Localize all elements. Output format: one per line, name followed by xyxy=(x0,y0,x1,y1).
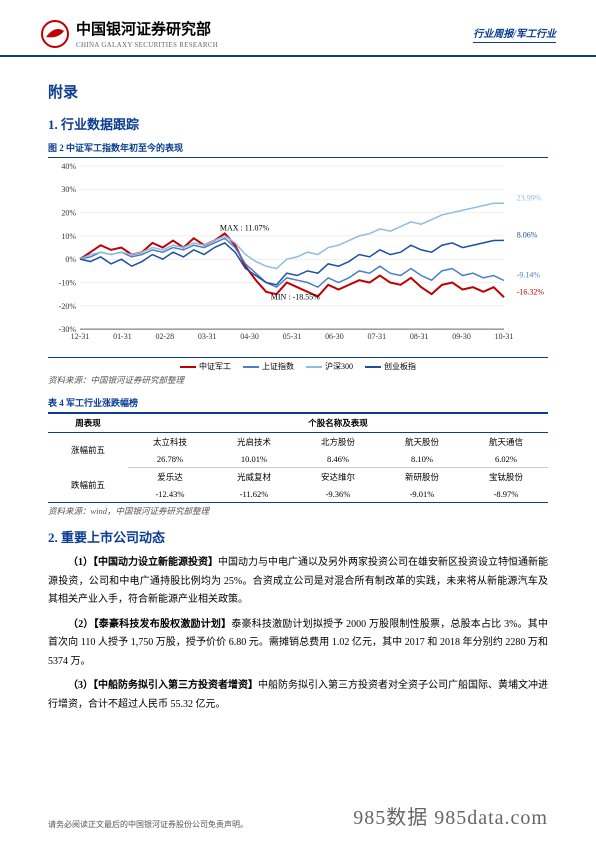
stock-change: -9.36% xyxy=(296,486,380,503)
stock-change: 6.02% xyxy=(464,451,548,468)
page-header: 中国银河证券研究部 CHINA GALAXY SECURITIES RESEAR… xyxy=(0,0,596,57)
gainers-losers-table: 周表现 个股名称及表现 涨幅前五太立科技光启技术北方股份航天股份航天通信26.7… xyxy=(48,413,548,503)
stock-name: 宝钛股份 xyxy=(464,468,548,487)
svg-text:23.99%: 23.99% xyxy=(517,193,542,202)
svg-text:8.06%: 8.06% xyxy=(517,230,538,239)
stock-change: -11.62% xyxy=(212,486,296,503)
page-footer: 请务必阅读正文最后的中国银河证券股份公司免责声明。 985数据 985data.… xyxy=(48,801,548,830)
svg-text:04-30: 04-30 xyxy=(240,332,259,341)
legend-item: 中证军工 xyxy=(180,361,231,372)
table4-source: 资料来源：wind，中国银河证券研究部整理 xyxy=(48,505,548,517)
appendix-title: 附录 xyxy=(48,81,548,102)
svg-text:09-30: 09-30 xyxy=(452,332,471,341)
svg-text:30%: 30% xyxy=(61,185,76,194)
stock-name: 太立科技 xyxy=(128,433,212,452)
header-category: 行业周报/军工行业 xyxy=(473,25,556,43)
stock-name: 航天通信 xyxy=(464,433,548,452)
stock-name: 光启技术 xyxy=(212,433,296,452)
figure2-source: 资料来源：中国银河证券研究部整理 xyxy=(48,374,548,386)
stock-change: 26.78% xyxy=(128,451,212,468)
legend-item: 沪深300 xyxy=(306,361,353,372)
logo-text-cn: 中国银河证券研究部 xyxy=(76,18,218,39)
stock-name: 新研股份 xyxy=(380,468,464,487)
svg-text:06-30: 06-30 xyxy=(325,332,344,341)
table-row: 跌幅前五爱乐达光威复材安达维尔新研股份宝钛股份 xyxy=(48,468,548,487)
stock-change: 8.46% xyxy=(296,451,380,468)
disclaimer: 请务必阅读正文最后的中国银河证券股份公司免责声明。 xyxy=(48,819,248,830)
svg-text:-20%: -20% xyxy=(59,302,77,311)
logo-text-en: CHINA GALAXY SECURITIES RESEARCH xyxy=(76,41,218,49)
stock-name: 爱乐达 xyxy=(128,468,212,487)
svg-text:01-31: 01-31 xyxy=(113,332,132,341)
th-stocks: 个股名称及表现 xyxy=(128,414,548,433)
svg-text:0%: 0% xyxy=(65,255,76,264)
stock-name: 北方股份 xyxy=(296,433,380,452)
stock-change: 8.10% xyxy=(380,451,464,468)
galaxy-logo-icon xyxy=(40,19,70,49)
table4-title: 表 4 军工行业涨跌幅榜 xyxy=(48,396,548,413)
logo: 中国银河证券研究部 CHINA GALAXY SECURITIES RESEAR… xyxy=(40,18,218,49)
row-category: 跌幅前五 xyxy=(48,468,128,503)
figure2-title: 图 2 中证军工指数年初至今的表现 xyxy=(48,141,548,158)
stock-name: 光威复材 xyxy=(212,468,296,487)
table-row: 涨幅前五太立科技光启技术北方股份航天股份航天通信 xyxy=(48,433,548,452)
svg-text:MIN : -18.55%: MIN : -18.55% xyxy=(271,292,320,301)
svg-text:02-28: 02-28 xyxy=(155,332,174,341)
svg-text:-10%: -10% xyxy=(59,279,77,288)
svg-text:20%: 20% xyxy=(61,209,76,218)
news-paragraph: （2）【泰豪科技发布股权激励计划】泰豪科技激励计划拟授予 2000 万股限制性股… xyxy=(48,616,548,672)
svg-text:07-31: 07-31 xyxy=(367,332,386,341)
svg-text:-9.14%: -9.14% xyxy=(517,271,541,280)
row-category: 涨幅前五 xyxy=(48,433,128,468)
legend-item: 上证指数 xyxy=(243,361,294,372)
watermark: 985数据 985data.com xyxy=(353,801,548,830)
svg-text:03-31: 03-31 xyxy=(198,332,217,341)
stock-change: -9.01% xyxy=(380,486,464,503)
stock-change: 10.01% xyxy=(212,451,296,468)
svg-text:10-31: 10-31 xyxy=(495,332,514,341)
stock-name: 航天股份 xyxy=(380,433,464,452)
svg-text:12-31: 12-31 xyxy=(71,332,90,341)
svg-text:-16.32%: -16.32% xyxy=(517,287,545,296)
news-paragraph: （1）【中国动力设立新能源投资】中国动力与中电广通以及另外两家投资公司在雄安新区… xyxy=(48,554,548,610)
svg-text:05-31: 05-31 xyxy=(283,332,302,341)
svg-text:MAX : 11.07%: MAX : 11.07% xyxy=(220,223,270,232)
stock-name: 安达维尔 xyxy=(296,468,380,487)
stock-change: -12.43% xyxy=(128,486,212,503)
legend-item: 创业板指 xyxy=(365,361,416,372)
svg-text:08-31: 08-31 xyxy=(410,332,429,341)
index-performance-chart: -30%-20%-10%0%10%20%30%40%12-3101-3102-2… xyxy=(48,158,548,358)
section1-title: 1. 行业数据跟踪 xyxy=(48,114,548,133)
svg-text:40%: 40% xyxy=(61,162,76,171)
news-paragraph: （3）【中船防务拟引入第三方投资者增资】中船防务拟引入第三方投资者对全资子公司广… xyxy=(48,677,548,714)
th-week: 周表现 xyxy=(48,414,128,433)
svg-text:10%: 10% xyxy=(61,232,76,241)
chart-legend: 中证军工 上证指数 沪深300 创业板指 xyxy=(48,361,548,372)
section2-title: 2. 重要上市公司动态 xyxy=(48,527,548,546)
stock-change: -8.97% xyxy=(464,486,548,503)
